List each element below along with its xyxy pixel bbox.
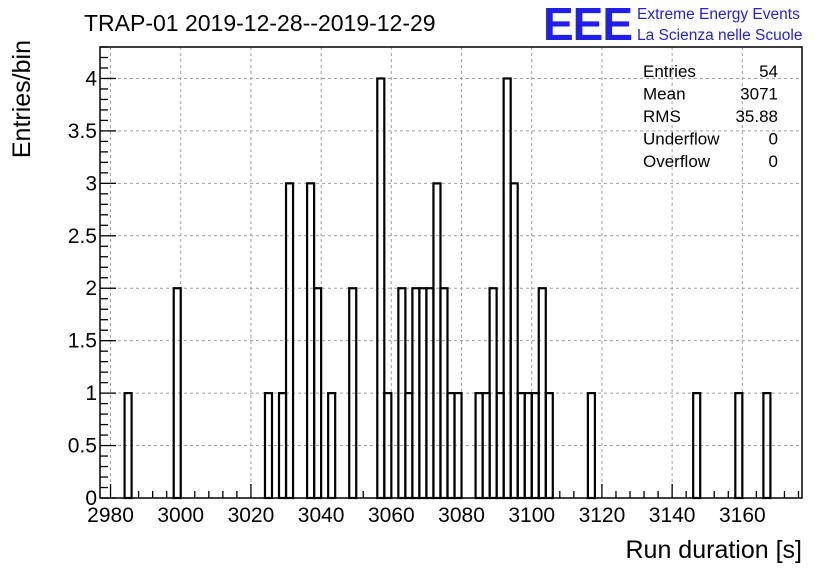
- x-tick-label: 3100: [508, 504, 555, 527]
- x-tick-label: 3140: [649, 504, 696, 527]
- stats-label: Overflow: [643, 152, 711, 171]
- eee-logo: EEE Extreme Energy Events La Scienza nel…: [543, 0, 802, 50]
- x-tick-label: 3000: [157, 504, 204, 527]
- x-tick-label: 3020: [228, 504, 275, 527]
- x-tick-label: 3040: [298, 504, 345, 527]
- x-tick-labels: 2980 3000 3020 3040 3060 3080 3100 3120 3140 3160: [87, 504, 766, 527]
- logo-line-1: Extreme Energy Events: [637, 6, 800, 23]
- stats-box: Entries 54 Mean 3071 RMS 35.88 Underflow 0 Overf…: [643, 62, 778, 171]
- histogram-bin: [453, 392, 463, 500]
- histogram-bin: [586, 392, 597, 500]
- y-tick-label: 3.5: [68, 120, 97, 143]
- stats-value: 3071: [740, 85, 778, 104]
- stats-label: RMS: [643, 107, 681, 126]
- x-tick-label: 2980: [87, 504, 134, 527]
- stats-label: Entries: [643, 62, 696, 81]
- y-tick-labels: 0 0.5 1 1.5 2 2.5 3 3.5 4: [68, 67, 98, 510]
- logo-mark: EEE: [543, 0, 632, 50]
- y-tick-label: 2.5: [68, 225, 97, 248]
- y-tick-label: 2: [85, 277, 97, 300]
- logo-line-2: La Scienza nelle Scuole: [637, 27, 802, 44]
- x-tick-label: 3080: [438, 504, 485, 527]
- y-tick-label: 0: [85, 487, 97, 510]
- axis-ticks: [100, 46, 800, 499]
- stats-label: Underflow: [643, 130, 720, 149]
- x-tick-label: 3120: [579, 504, 626, 527]
- histogram-bin: [327, 392, 337, 500]
- y-tick-label: 1.5: [68, 330, 97, 353]
- x-tick-label: 3160: [719, 504, 766, 527]
- stats-value: 0: [769, 152, 778, 171]
- x-axis-label: Run duration [s]: [626, 536, 803, 564]
- histogram-bin: [123, 392, 133, 500]
- y-tick-label: 0.5: [68, 435, 97, 458]
- plot-frame: [99, 46, 803, 499]
- y-axis-label: Entries/bin: [8, 40, 36, 158]
- y-tick-label: 4: [85, 67, 97, 90]
- histogram-bin: [383, 392, 393, 500]
- stats-label: Mean: [643, 85, 686, 104]
- y-tick-label: 3: [85, 172, 97, 195]
- chart-title: TRAP-01 2019-12-28--2019-12-29: [84, 10, 436, 36]
- histogram-bars: [123, 77, 772, 500]
- stats-value: 35.88: [735, 107, 778, 126]
- stats-value: 0: [769, 130, 778, 149]
- x-tick-label: 3060: [368, 504, 415, 527]
- histogram-bin: [284, 182, 295, 500]
- y-tick-label: 1: [85, 382, 97, 405]
- histogram-bin: [544, 392, 554, 500]
- grid-lines: [100, 47, 802, 498]
- stats-value: 54: [759, 62, 778, 81]
- histogram-bin: [172, 287, 182, 500]
